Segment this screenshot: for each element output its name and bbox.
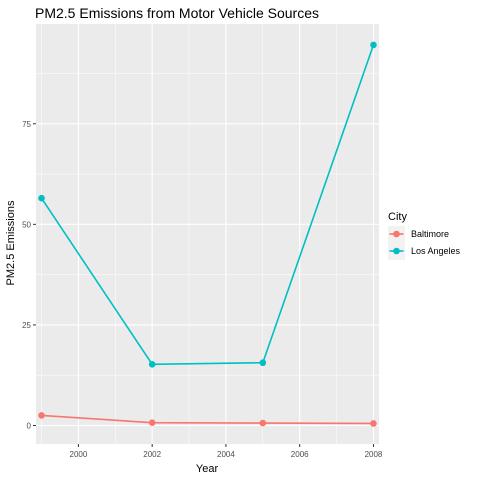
y-tick-label: 50	[22, 220, 31, 229]
legend-item: Baltimore	[388, 226, 449, 243]
legend-item: Los Angeles	[388, 243, 461, 260]
x-tick-label: 2004	[217, 450, 235, 459]
x-tick-label: 2006	[291, 450, 309, 459]
x-tick-label: 2000	[70, 450, 88, 459]
data-point	[38, 412, 45, 419]
legend: City Baltimore Los Angeles	[388, 211, 461, 260]
series-baltimore	[38, 412, 377, 427]
data-point	[38, 194, 45, 202]
series-line	[40, 44, 375, 366]
data-point	[370, 41, 377, 49]
y-tick-label: 25	[22, 321, 31, 330]
y-tick-label: 0	[27, 421, 32, 430]
chart-title: PM2.5 Emissions from Motor Vehicle Sourc…	[35, 5, 319, 21]
legend-label: Los Angeles	[411, 246, 461, 256]
x-tick-label: 2002	[143, 450, 161, 459]
legend-key-point	[393, 247, 400, 255]
series-layer	[38, 41, 377, 427]
legend-key-point	[393, 230, 400, 238]
axes: 2000 2002 2004 2006 2008 0 25 50 75	[22, 120, 383, 459]
plot-panel	[36, 24, 379, 444]
legend-title: City	[388, 211, 407, 223]
series-los-angeles	[38, 41, 377, 368]
data-point	[259, 359, 267, 367]
y-tick-label: 75	[22, 120, 31, 129]
y-axis-title: PM2.5 Emissions	[5, 200, 17, 285]
x-tick-label: 2008	[365, 450, 383, 459]
grid	[36, 24, 379, 444]
series-line	[41, 414, 374, 425]
data-point	[259, 419, 267, 427]
data-point	[148, 361, 156, 368]
data-point	[370, 420, 377, 427]
x-axis-title: Year	[196, 463, 219, 475]
legend-label: Baltimore	[411, 229, 449, 239]
data-point	[148, 419, 156, 426]
